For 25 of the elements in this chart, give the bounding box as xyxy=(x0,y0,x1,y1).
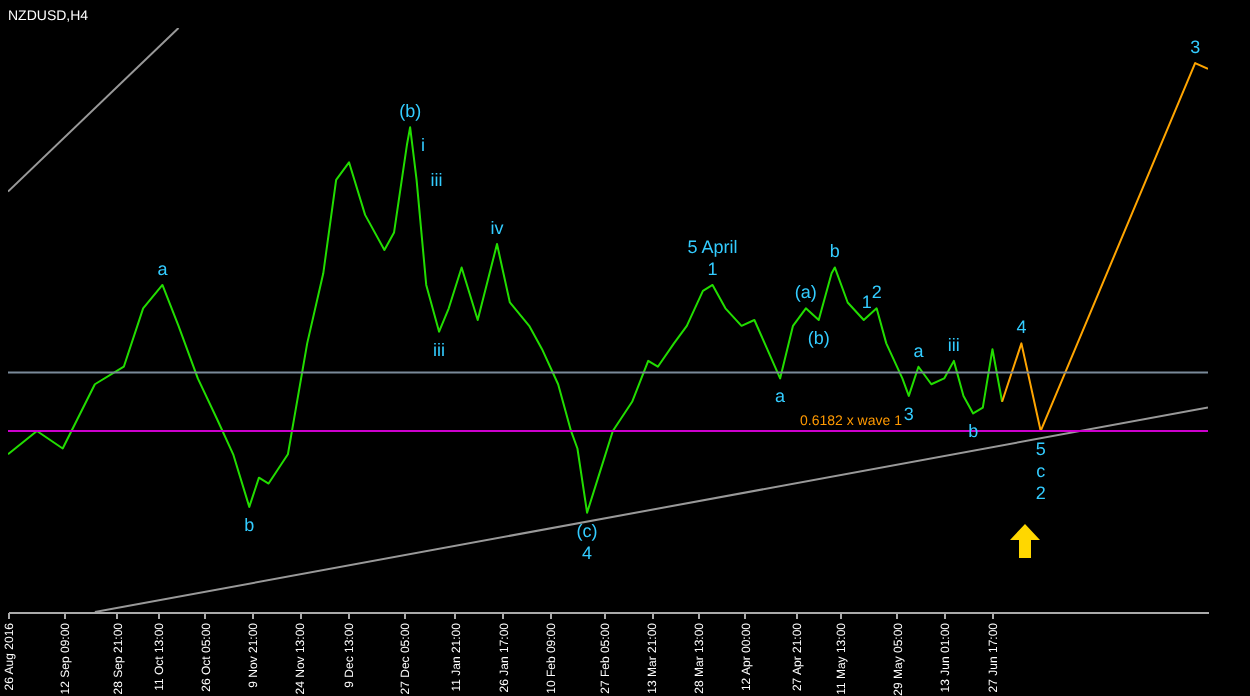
annotation: (b) xyxy=(399,101,422,122)
annotation: b xyxy=(829,241,840,262)
annotation: 3 xyxy=(903,403,914,424)
annotation: iv xyxy=(490,218,505,239)
annotation: 3 xyxy=(1190,37,1201,58)
annotation: iii xyxy=(430,169,443,190)
annotation: 2 xyxy=(1035,482,1046,503)
annotation: 1 xyxy=(707,258,718,279)
annotation: a xyxy=(913,340,924,361)
annotation: 5 April xyxy=(687,236,738,257)
annotation: b xyxy=(244,514,255,535)
annotation: i xyxy=(420,134,425,155)
annotation: 2 xyxy=(871,282,882,303)
annotation: 1 xyxy=(861,292,872,313)
annotation: c xyxy=(1036,460,1047,481)
annotation: (a) xyxy=(794,282,817,303)
annotation: (c) xyxy=(576,520,598,541)
annotation: a xyxy=(157,258,168,279)
annotation: iii xyxy=(433,339,446,360)
annotation: a xyxy=(775,386,786,407)
annotation: iii xyxy=(947,334,960,355)
annotation: 4 xyxy=(582,542,593,563)
annotation: 4 xyxy=(1016,317,1027,338)
annotation: (b) xyxy=(807,328,830,348)
annotation: 5 xyxy=(1035,438,1046,459)
